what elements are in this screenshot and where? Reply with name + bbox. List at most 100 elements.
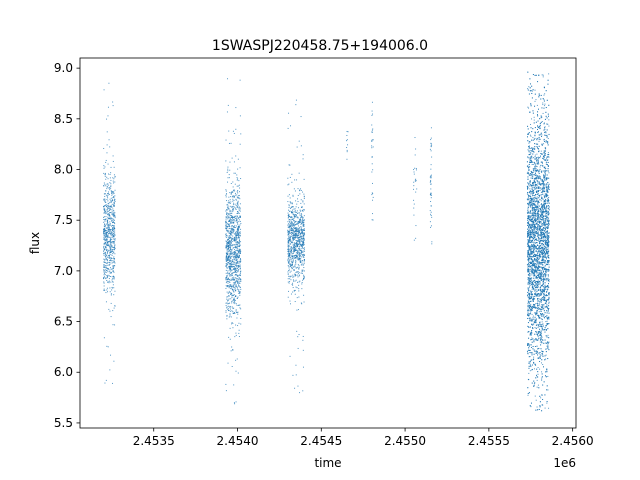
data-point: [226, 279, 228, 281]
data-point: [104, 277, 106, 279]
data-point: [110, 316, 112, 318]
data-point: [238, 235, 240, 237]
data-point: [103, 205, 104, 207]
data-point: [109, 245, 111, 247]
data-point: [239, 274, 241, 276]
data-point: [529, 206, 531, 208]
data-point: [104, 183, 106, 185]
data-point: [296, 330, 298, 332]
data-point: [237, 267, 239, 269]
data-point: [296, 309, 298, 311]
data-point: [237, 200, 239, 202]
data-point: [238, 228, 240, 230]
data-point: [346, 147, 348, 149]
data-point: [530, 184, 532, 186]
data-point: [103, 225, 105, 227]
data-point: [106, 267, 108, 269]
data-point: [229, 266, 231, 268]
data-point: [106, 260, 108, 262]
data-point: [292, 229, 294, 231]
data-point: [292, 252, 294, 254]
data-point: [298, 231, 300, 233]
data-point: [235, 370, 237, 372]
data-point: [230, 247, 232, 249]
data-point: [239, 215, 241, 217]
data-point: [530, 268, 532, 270]
data-point: [226, 298, 228, 300]
data-point: [226, 209, 227, 211]
data-point: [111, 245, 113, 247]
data-point: [288, 267, 290, 269]
data-point: [294, 249, 296, 251]
data-point: [236, 241, 238, 243]
data-point: [111, 238, 113, 240]
data-point: [235, 290, 237, 292]
data-point: [228, 245, 230, 247]
data-point: [113, 222, 115, 224]
data-point: [236, 241, 238, 243]
data-point: [303, 232, 305, 234]
data-point: [290, 279, 292, 281]
data-point: [110, 197, 112, 199]
data-point: [114, 212, 116, 214]
data-point: [114, 262, 116, 264]
data-point: [237, 372, 239, 374]
data-point: [105, 159, 107, 161]
data-point: [296, 146, 298, 148]
data-point: [239, 252, 241, 253]
data-point: [287, 201, 289, 203]
data-point: [104, 212, 106, 214]
data-point: [226, 318, 228, 320]
data-point: [299, 210, 301, 212]
data-point: [106, 208, 108, 210]
data-point: [302, 158, 304, 160]
data-point: [236, 255, 238, 257]
data-point: [537, 327, 539, 329]
data-point: [110, 237, 112, 239]
data-point: [106, 235, 108, 237]
data-point: [113, 268, 115, 270]
data-point: [287, 265, 289, 267]
data-point: [227, 243, 229, 245]
data-point: [112, 241, 114, 243]
data-point: [104, 289, 106, 291]
data-point: [113, 276, 115, 278]
data-point: [415, 180, 417, 182]
data-point: [291, 222, 293, 224]
data-point: [303, 233, 305, 235]
data-point: [109, 256, 111, 258]
data-point: [109, 249, 111, 251]
data-point: [299, 220, 301, 222]
data-point: [225, 269, 227, 271]
data-point: [347, 144, 349, 146]
data-point: [414, 167, 416, 169]
data-point: [287, 230, 289, 232]
data-point: [105, 235, 107, 237]
data-point: [290, 226, 292, 228]
data-point: [235, 234, 237, 236]
data-point: [228, 336, 230, 338]
data-point: [529, 269, 531, 271]
data-point: [238, 257, 240, 259]
data-point: [239, 79, 241, 81]
data-point: [290, 267, 292, 269]
data-point: [109, 254, 110, 256]
data-point: [288, 240, 290, 242]
data-point: [112, 177, 114, 179]
data-point: [114, 265, 116, 267]
data-point: [226, 264, 228, 266]
data-point: [299, 193, 301, 195]
data-point: [298, 241, 300, 243]
data-point: [539, 354, 541, 356]
data-point: [228, 256, 230, 258]
data-point: [227, 247, 229, 249]
data-point: [232, 230, 234, 232]
data-point: [111, 213, 113, 215]
data-point: [107, 228, 109, 230]
data-point: [239, 243, 241, 245]
data-point: [237, 185, 239, 187]
data-point: [301, 253, 302, 255]
data-point: [114, 215, 116, 217]
data-point: [288, 205, 290, 207]
data-point: [226, 171, 228, 173]
